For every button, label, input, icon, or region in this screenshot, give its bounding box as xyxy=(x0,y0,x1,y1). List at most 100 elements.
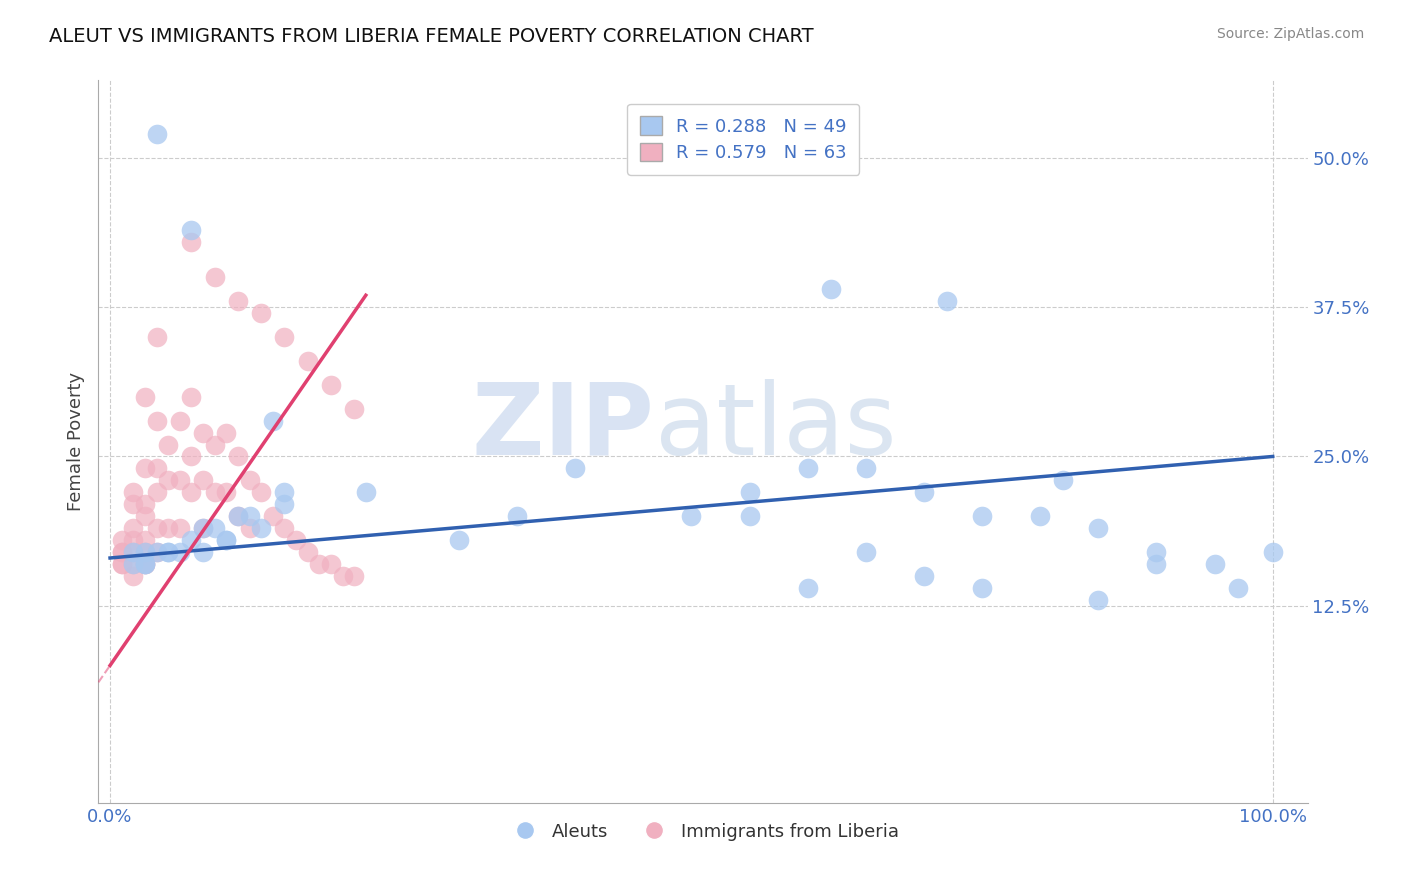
Point xyxy=(1052,474,1074,488)
Point xyxy=(204,485,226,500)
Point xyxy=(134,545,156,559)
Point xyxy=(134,461,156,475)
Point xyxy=(145,414,167,428)
Point xyxy=(354,485,377,500)
Point xyxy=(262,414,284,428)
Point xyxy=(145,127,167,141)
Point xyxy=(226,509,249,524)
Point xyxy=(226,450,249,464)
Point xyxy=(134,533,156,547)
Point xyxy=(191,474,214,488)
Point xyxy=(180,450,202,464)
Point xyxy=(204,270,226,285)
Point xyxy=(226,509,249,524)
Point xyxy=(1144,557,1167,571)
Point xyxy=(169,521,191,535)
Point xyxy=(308,557,330,571)
Y-axis label: Female Poverty: Female Poverty xyxy=(66,372,84,511)
Point xyxy=(111,533,134,547)
Point xyxy=(180,235,202,249)
Point xyxy=(134,557,156,571)
Point xyxy=(191,425,214,440)
Point xyxy=(122,557,145,571)
Text: ALEUT VS IMMIGRANTS FROM LIBERIA FEMALE POVERTY CORRELATION CHART: ALEUT VS IMMIGRANTS FROM LIBERIA FEMALE … xyxy=(49,27,814,45)
Point xyxy=(169,474,191,488)
Point xyxy=(1204,557,1226,571)
Point xyxy=(134,545,156,559)
Point xyxy=(1226,581,1249,595)
Point xyxy=(169,414,191,428)
Point xyxy=(1087,592,1109,607)
Point xyxy=(297,545,319,559)
Point xyxy=(134,557,156,571)
Point xyxy=(215,533,238,547)
Point xyxy=(145,545,167,559)
Point xyxy=(1144,545,1167,559)
Point xyxy=(215,425,238,440)
Point xyxy=(681,509,703,524)
Point xyxy=(273,521,295,535)
Point xyxy=(204,521,226,535)
Point xyxy=(134,557,156,571)
Point xyxy=(250,485,273,500)
Point xyxy=(122,533,145,547)
Point xyxy=(250,521,273,535)
Point xyxy=(1261,545,1284,559)
Text: atlas: atlas xyxy=(655,378,896,475)
Point xyxy=(343,569,366,583)
Point xyxy=(564,461,586,475)
Point xyxy=(122,545,145,559)
Point xyxy=(145,330,167,344)
Point xyxy=(1029,509,1052,524)
Point xyxy=(855,461,877,475)
Point xyxy=(134,497,156,511)
Point xyxy=(332,569,354,583)
Point xyxy=(319,377,342,392)
Point xyxy=(912,485,935,500)
Point xyxy=(145,461,167,475)
Point xyxy=(145,545,167,559)
Point xyxy=(226,294,249,309)
Point xyxy=(122,569,145,583)
Point xyxy=(191,521,214,535)
Point xyxy=(239,474,262,488)
Point xyxy=(239,521,262,535)
Point xyxy=(970,581,993,595)
Point xyxy=(262,509,284,524)
Point xyxy=(191,521,214,535)
Point xyxy=(134,390,156,404)
Point xyxy=(738,485,761,500)
Point xyxy=(273,497,295,511)
Point xyxy=(134,509,156,524)
Point xyxy=(111,557,134,571)
Point xyxy=(180,390,202,404)
Point xyxy=(145,521,167,535)
Point xyxy=(297,354,319,368)
Point xyxy=(157,474,180,488)
Point xyxy=(273,485,295,500)
Point xyxy=(820,282,842,296)
Point xyxy=(273,330,295,344)
Point xyxy=(191,545,214,559)
Point xyxy=(157,545,180,559)
Point xyxy=(343,401,366,416)
Point xyxy=(111,557,134,571)
Point xyxy=(239,509,262,524)
Text: Source: ZipAtlas.com: Source: ZipAtlas.com xyxy=(1216,27,1364,41)
Point xyxy=(250,306,273,320)
Point xyxy=(145,485,167,500)
Point xyxy=(447,533,470,547)
Point xyxy=(936,294,959,309)
Point xyxy=(506,509,529,524)
Point xyxy=(111,545,134,559)
Point xyxy=(215,533,238,547)
Point xyxy=(157,437,180,451)
Point xyxy=(204,437,226,451)
Point xyxy=(169,545,191,559)
Point xyxy=(796,461,818,475)
Point xyxy=(285,533,308,547)
Point xyxy=(111,545,134,559)
Point xyxy=(122,545,145,559)
Point xyxy=(912,569,935,583)
Point xyxy=(122,485,145,500)
